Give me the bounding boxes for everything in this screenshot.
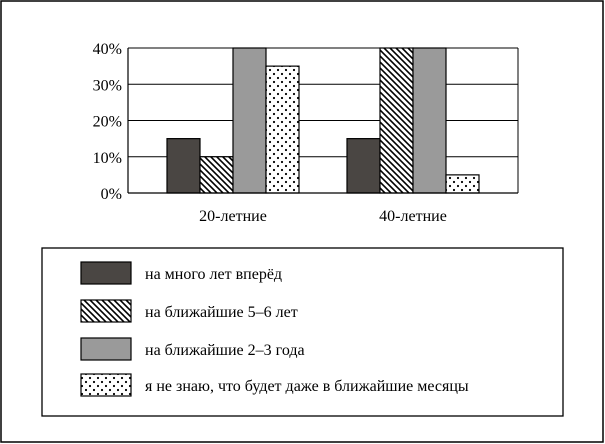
bar-4-1 — [265, 65, 300, 194]
legend: на много лет вперёд на ближайшие 5–6 лет н… — [80, 261, 469, 397]
legend-swatch — [80, 261, 132, 285]
y-tick-label: 0% — [101, 186, 122, 203]
y-axis-tick-labels: 0% 10% 20% 30% 40% — [93, 41, 122, 203]
bars — [166, 47, 480, 194]
bar-2-1 — [199, 156, 234, 194]
axes — [127, 48, 519, 194]
bar-3-2 — [412, 47, 447, 194]
bar-1-2 — [346, 138, 381, 194]
legend-swatch — [80, 337, 132, 361]
legend-swatch — [80, 373, 132, 397]
bar-4-2 — [445, 174, 480, 194]
y-tick-label: 20% — [93, 114, 122, 131]
y-tick-label: 10% — [93, 150, 122, 167]
legend-swatch — [80, 299, 132, 323]
y-tick-label: 30% — [93, 77, 122, 94]
x-category-label: 40-летние — [379, 208, 447, 225]
bar-3-1 — [232, 47, 267, 194]
legend-label: на ближайшие 2–3 года — [145, 342, 305, 359]
legend-label: на ближайшие 5–6 лет — [145, 304, 298, 321]
x-category-label: 20-летние — [199, 208, 267, 225]
legend-label: на много лет вперёд — [145, 266, 282, 283]
legend-label: я не знаю, что будет даже в ближайшие ме… — [145, 378, 469, 395]
y-tick-label: 40% — [93, 41, 122, 58]
bar-2-2 — [379, 47, 414, 194]
x-axis-category-labels: 20-летние 40-летние — [199, 208, 447, 225]
bar-1-1 — [166, 138, 201, 194]
